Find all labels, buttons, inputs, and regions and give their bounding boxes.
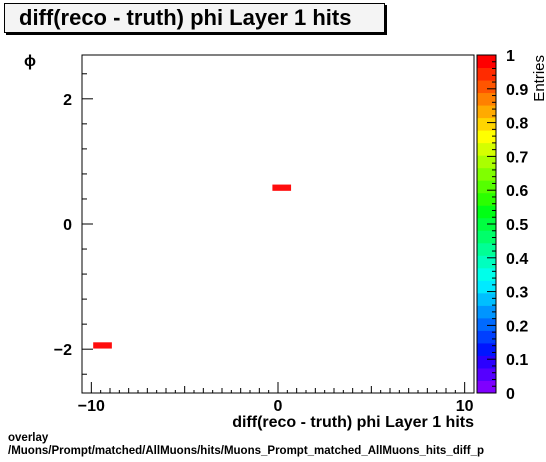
palette-cell <box>477 67 496 81</box>
bin-1 <box>272 184 292 191</box>
plot-frame <box>81 54 475 394</box>
z-tick-label: 0.8 <box>506 116 528 133</box>
palette-cell <box>477 80 496 94</box>
palette-cell <box>477 55 496 69</box>
z-tick-label: 0.6 <box>506 183 528 200</box>
bins-layer <box>93 184 292 349</box>
palette-cell <box>477 192 496 206</box>
z-tick-label: 1 <box>506 48 515 65</box>
palette-cell <box>477 205 496 219</box>
x-tick-label: 10 <box>456 398 474 415</box>
palette-cell <box>477 330 496 344</box>
z-tick-label: 0.4 <box>506 251 528 268</box>
footer-line-2: /Muons/Prompt/matched/AllMuons/hits/Muon… <box>8 445 485 457</box>
palette-cell <box>477 92 496 106</box>
palette-cell <box>477 217 496 231</box>
y-axis-title: ϕ <box>24 53 36 70</box>
footer-caption: overlay /Muons/Prompt/matched/AllMuons/h… <box>8 432 546 458</box>
palette-cell <box>477 180 496 194</box>
palette-cell <box>477 380 496 394</box>
y-axis: −2 0 2 <box>54 73 93 375</box>
footer-line-1: overlay <box>8 432 49 444</box>
z-tick-label: 0.1 <box>506 352 528 369</box>
bin-0 <box>93 342 112 349</box>
x-axis-title: diff(reco - truth) phi Layer 1 hits <box>232 414 474 431</box>
x-tick-label: −10 <box>78 398 105 415</box>
palette-cell <box>477 317 496 331</box>
y-tick-label: 2 <box>63 92 72 109</box>
palette-cell <box>477 142 496 156</box>
palette-cell <box>477 355 496 369</box>
z-tick-label: 0.9 <box>506 82 528 99</box>
z-axis-title: Entries <box>531 55 546 102</box>
palette-cell <box>477 280 496 294</box>
palette-cell <box>477 130 496 144</box>
y-tick-label: −2 <box>54 342 72 359</box>
x-tick-label: 0 <box>274 398 283 415</box>
palette-cell <box>477 242 496 256</box>
z-tick-label: 0.7 <box>506 149 528 166</box>
palette-cell <box>477 267 496 281</box>
y-tick-label: 0 <box>63 217 72 234</box>
palette-cell <box>477 342 496 356</box>
x-axis: −10 0 10 <box>78 382 475 415</box>
palette-cell <box>477 255 496 269</box>
palette-cell <box>477 105 496 119</box>
chart-title: diff(reco - truth) phi Layer 1 hits <box>4 3 385 33</box>
z-tick-label: 0.3 <box>506 285 528 302</box>
palette-cell <box>477 155 496 169</box>
palette-cell <box>477 367 496 381</box>
z-tick-label: 0.5 <box>506 217 528 234</box>
palette-cell <box>477 117 496 131</box>
color-palette <box>476 54 497 394</box>
palette-cell <box>477 167 496 181</box>
z-tick-label: 0 <box>506 386 515 403</box>
palette-cell <box>477 230 496 244</box>
z-axis: 0 0.1 0.2 0.3 0.4 0.5 0.6 0.7 0.8 0.9 1 <box>487 48 528 403</box>
palette-cell <box>477 292 496 306</box>
palette-cell <box>477 305 496 319</box>
z-tick-label: 0.2 <box>506 318 528 335</box>
